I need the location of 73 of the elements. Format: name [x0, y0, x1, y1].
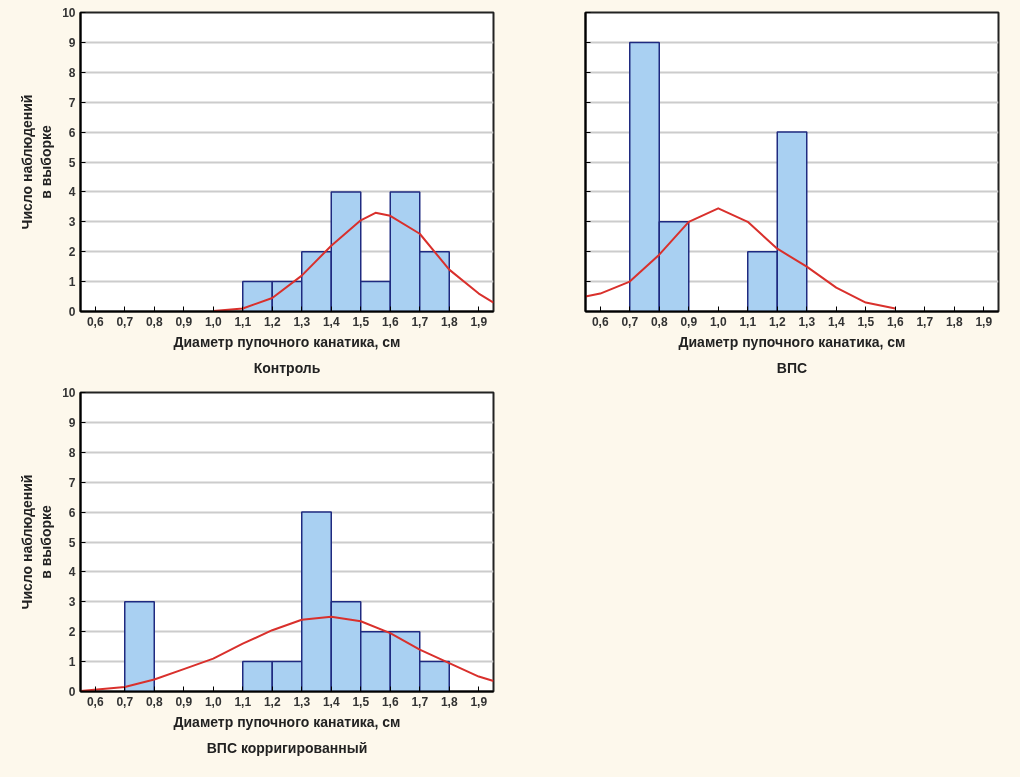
text: ВПС корригированный [206, 739, 368, 756]
y-tick-label: 9 [68, 415, 76, 430]
y-tick-label: 7 [68, 95, 76, 110]
x-tick-label: 0,9 [680, 314, 698, 329]
y-tick-label: 3 [68, 215, 76, 230]
x-tick-label: 1,2 [263, 694, 281, 709]
text: ВПС [776, 359, 808, 376]
x-tick-label: 0,6 [86, 694, 104, 709]
y-tick-label: 2 [68, 625, 76, 640]
x-tick-label: 0,9 [175, 314, 193, 329]
x-tick-label: 0,8 [145, 694, 163, 709]
y-tick-label: 7 [68, 475, 76, 490]
line-series [212, 211, 494, 312]
y-tick-label: 9 [68, 35, 76, 50]
x-axis-title: Диаметр пупочного канатика, см [173, 713, 401, 730]
x-tick-label: 1,6 [886, 314, 904, 329]
x-tick-label: 1,7 [916, 314, 934, 329]
y-tick-label: 2 [68, 245, 76, 260]
x-tick-label: 1,8 [440, 694, 458, 709]
x-tick-label: 0,7 [621, 314, 639, 329]
x-axis-title: Диаметр пупочного канатика, см [678, 333, 906, 350]
x-tick-label: 1,3 [293, 694, 311, 709]
y-tick-label: 10 [62, 386, 76, 400]
x-tick-label: 1,1 [234, 314, 252, 329]
x-tick-label: 1,3 [293, 314, 311, 329]
x-tick-label: 0,8 [145, 314, 163, 329]
x-tick-label: 1,4 [322, 694, 340, 709]
x-tick-label: 1,9 [470, 314, 488, 329]
y-tick-label: 0 [68, 685, 76, 699]
x-tick-label: 0,6 [86, 314, 104, 329]
y-tick-label: 8 [68, 65, 76, 80]
x-tick-label: 1,6 [381, 314, 399, 329]
x-tick-label: 1,5 [352, 694, 370, 709]
x-tick-label: 1,9 [975, 314, 993, 329]
y-tick-label: 6 [68, 125, 76, 140]
y-tick-label: 6 [68, 505, 76, 520]
y-tick-label: 5 [68, 155, 76, 170]
x-tick-label: 1,0 [709, 314, 727, 329]
y-tick-label: 1 [68, 655, 76, 670]
x-tick-label: 1,6 [381, 694, 399, 709]
y-tick-label: 4 [68, 185, 76, 200]
x-tick-label: 1,5 [857, 314, 875, 329]
x-tick-label: 0,7 [116, 314, 134, 329]
x-tick-label: 1,0 [204, 314, 222, 329]
x-tick-label: 1,7 [411, 694, 429, 709]
y-axis-title: Число наблюдений в выборке [18, 94, 55, 230]
y-tick-label: 0 [68, 305, 76, 319]
x-tick-label: 1,2 [263, 314, 281, 329]
x-tick-label: 1,8 [440, 314, 458, 329]
x-tick-label: 0,9 [175, 694, 193, 709]
x-tick-label: 1,2 [768, 314, 786, 329]
x-tick-label: 1,8 [945, 314, 963, 329]
x-tick-label: 1,4 [322, 314, 340, 329]
x-tick-label: 0,7 [116, 694, 134, 709]
y-tick-label: 10 [62, 6, 76, 20]
y-tick-label: 3 [68, 595, 76, 610]
text: Контроль [253, 359, 321, 376]
x-tick-label: 0,6 [591, 314, 609, 329]
x-tick-label: 1,7 [411, 314, 429, 329]
y-tick-label: 5 [68, 535, 76, 550]
x-axis-title: Диаметр пупочного канатика, см [173, 333, 401, 350]
y-tick-label: 4 [68, 565, 76, 580]
x-tick-label: 1,9 [470, 694, 488, 709]
x-tick-label: 1,0 [204, 694, 222, 709]
x-tick-label: 1,3 [798, 314, 816, 329]
x-tick-label: 1,1 [739, 314, 757, 329]
x-tick-label: 1,1 [234, 694, 252, 709]
x-tick-label: 1,5 [352, 314, 370, 329]
y-axis-title: Число наблюдений в выборке [18, 474, 55, 610]
y-tick-label: 8 [68, 445, 76, 460]
y-tick-label: 1 [68, 275, 76, 290]
x-tick-label: 0,8 [650, 314, 668, 329]
x-tick-label: 1,4 [827, 314, 845, 329]
